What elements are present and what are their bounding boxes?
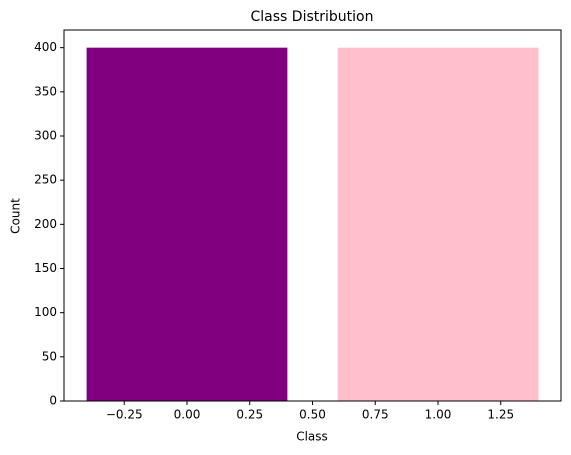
x-tick-label: 0.75 [362, 408, 389, 422]
y-tick-label: 150 [34, 261, 57, 275]
x-tick-label: 1.25 [487, 408, 514, 422]
y-tick-label: 250 [34, 173, 57, 187]
x-axis-label: Class [296, 430, 328, 444]
x-tick-label: 0.50 [299, 408, 326, 422]
y-tick-label: 200 [34, 217, 57, 231]
x-tick-label: 0.25 [236, 408, 263, 422]
plot-frame [63, 29, 562, 402]
y-tick-label: 350 [34, 84, 57, 98]
y-tick-label: 100 [34, 305, 57, 319]
x-tick-label: −0.25 [106, 408, 143, 422]
y-tick-label: 400 [34, 40, 57, 54]
y-tick-label: 0 [49, 394, 57, 408]
y-tick-label: 300 [34, 129, 57, 143]
x-tick-label: 0.00 [174, 408, 201, 422]
y-axis-label: Count [9, 198, 23, 234]
chart-title: Class Distribution [251, 9, 374, 25]
y-tick-label: 50 [42, 349, 57, 363]
bar [86, 47, 288, 402]
bar [337, 47, 539, 402]
x-tick-label: 1.00 [425, 408, 452, 422]
